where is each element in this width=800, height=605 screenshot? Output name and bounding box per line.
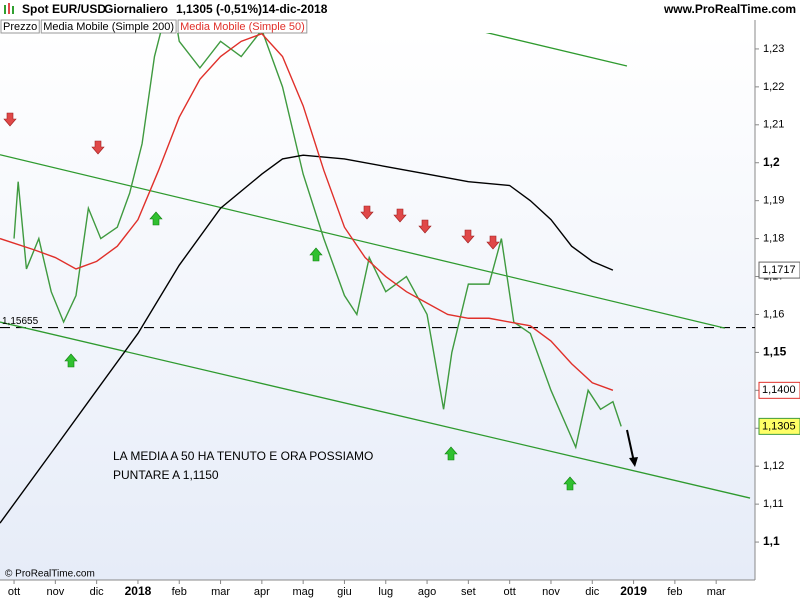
legend-box [0,19,40,34]
x-tick-label: nov [46,586,64,598]
y-tick-label: 1,1 [763,534,780,548]
x-tick-label: ott [504,586,516,598]
y-tick-label: 1,22 [763,81,784,93]
x-tick-label: 2019 [620,584,647,598]
watermark: © ProRealTime.com [5,569,95,580]
x-tick-label: mar [707,586,726,598]
y-tick-label: 1,23 [763,43,784,55]
x-tick-label: giu [337,586,352,598]
y-tick-label: 1,15 [763,345,787,359]
x-tick-label: mag [292,586,313,598]
legend-label: Media Mobile (Simple 200) [43,21,174,33]
trendline [485,33,628,67]
series-line [0,154,614,524]
last-value-label: 1,1717 [762,264,796,276]
last-value-label: 1,1305 [762,420,796,432]
symbol: Spot EUR/USD [22,2,106,16]
y-tick-label: 1,12 [763,460,784,472]
quote: 1,1305 (-0,51%) [176,2,262,16]
forecast-arrow [626,429,638,467]
y-tick-label: 1,16 [763,308,784,320]
plot [0,33,755,524]
last-value-box [758,261,800,279]
series-line [13,33,622,450]
x-tick-label: ott [8,586,20,598]
x-tick-label: mar [211,586,230,598]
legend-box [40,19,177,34]
x-tick-label: feb [667,586,682,598]
date: 14-dic-2018 [262,2,328,16]
legend-label: Prezzo [3,21,37,33]
legend-box [177,19,308,34]
last-value-box [758,381,800,399]
last-value-label: 1,1400 [762,384,796,396]
x-tick-label: dic [585,586,600,598]
legend-label: Media Mobile (Simple 50) [180,21,305,33]
last-value-box [758,417,800,435]
x-tick-label: 2018 [125,584,152,598]
annotation: PUNTARE A 1,1150 [113,468,219,482]
x-tick-label: ago [418,586,436,598]
legend: Prezzo Media Mobile (Simple 200) Media Mob… [0,19,308,34]
y-tick-label: 1,19 [763,195,784,207]
x-tick-label: apr [254,586,270,598]
series-line [0,33,614,391]
x-tick-label: lug [378,586,393,598]
annotation: LA MEDIA A 50 HA TENUTO E ORA POSSIAMO [113,449,373,463]
site: www.ProRealTime.com [663,2,796,16]
x-tick-label: feb [172,586,187,598]
y-tick-label: 1,11 [763,498,784,510]
x-tick-label: nov [542,586,560,598]
period: Giornaliero [104,2,168,16]
y-tick-label: 1,21 [763,119,784,131]
header-icon [4,3,14,14]
x-tick-label: set [461,586,476,598]
y-tick-label: 1,18 [763,233,784,245]
y-tick-label: 1,2 [763,155,780,169]
plot-area [0,33,755,580]
trendline [0,154,726,329]
x-tick-label: dic [90,586,105,598]
support-label: 1,15655 [2,316,39,327]
